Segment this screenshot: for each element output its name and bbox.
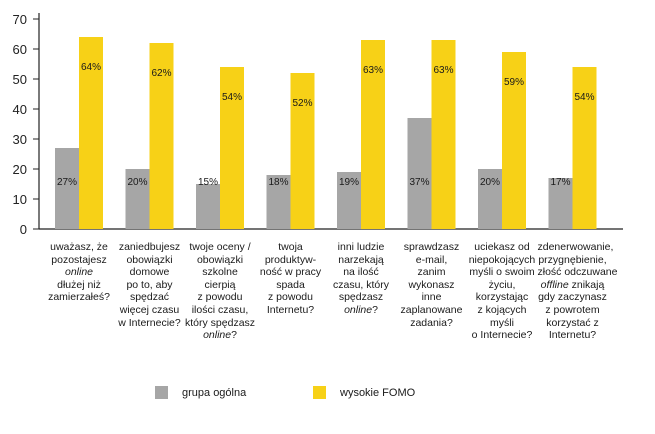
bar-wysokie-fomo-1 [79, 37, 103, 229]
y-tick-label-0: 0 [20, 222, 27, 237]
bar-wysokie-fomo-6 [431, 40, 456, 229]
data-label-grupa-ogolna-1: 27% [57, 177, 77, 188]
y-tick-label-70: 70 [13, 12, 27, 27]
bar-grupa-ogolna-2 [125, 169, 150, 229]
y-tick-label-10: 10 [13, 192, 27, 207]
bar-grupa-ogolna-4 [266, 175, 291, 229]
category-label-8: zdenerwowanie, przygnębienie, złość odczuw… [537, 241, 618, 342]
y-tick-label-40: 40 [13, 102, 27, 117]
y-tick-label-60: 60 [13, 42, 27, 57]
data-label-grupa-ogolna-4: 18% [268, 177, 288, 188]
legend-label-grupa-ogolna: grupa ogólna [182, 386, 247, 399]
data-label-grupa-ogolna-6: 37% [409, 177, 429, 188]
category-label-2: zaniedbujesz obowiązki domowe po to, aby spę… [118, 241, 181, 329]
y-tick-label-30: 30 [13, 132, 27, 147]
bar-grupa-ogolna-7 [478, 169, 502, 229]
data-label-grupa-ogolna-5: 19% [339, 177, 359, 188]
y-tick-label-50: 50 [13, 72, 27, 87]
bar-wysokie-fomo-5 [361, 40, 385, 229]
category-label-4: twoja produktyw-ność w pracy spada z powodu… [259, 241, 322, 316]
legend-label-wysokie-fomo: wysokie FOMO [340, 386, 416, 399]
legend-item-grupa-ogolna: grupa ogólna [155, 386, 246, 399]
bar-grupa-ogolna-5 [337, 172, 361, 229]
data-label-wysokie-fomo-4: 52% [292, 98, 312, 109]
category-label-3: twoje oceny / obowiązki szkolne cierpią z po… [185, 241, 256, 342]
bar-grupa-ogolna-3 [196, 184, 220, 229]
bar-wysokie-fomo-7 [502, 52, 526, 229]
data-label-grupa-ogolna-7: 20% [480, 177, 500, 188]
category-label-5: inni ludzie narzekają na ilość czasu, który… [332, 241, 390, 316]
data-label-grupa-ogolna-8: 17% [550, 177, 570, 188]
bar-grupa-ogolna-1 [55, 148, 79, 229]
data-label-wysokie-fomo-3: 54% [222, 92, 242, 103]
bar-grupa-ogolna-8 [548, 178, 573, 229]
bar-grupa-ogolna-6 [407, 118, 432, 229]
data-label-wysokie-fomo-7: 59% [504, 77, 524, 88]
legend-swatch-wysokie-fomo [313, 386, 326, 399]
bar-wysokie-fomo-4 [290, 73, 315, 229]
data-label-wysokie-fomo-8: 54% [574, 92, 594, 103]
bar-wysokie-fomo-8 [572, 67, 597, 229]
data-label-wysokie-fomo-2: 62% [151, 68, 171, 79]
category-label-1: uważasz, że pozostajesz online dłużej niż za… [48, 241, 110, 304]
category-label-6: sprawdzasz e-mail, zanim wykonasz inne zaplan… [400, 241, 463, 329]
legend-swatch-grupa-ogolna [155, 386, 168, 399]
data-label-wysokie-fomo-5: 63% [363, 65, 383, 76]
bar-wysokie-fomo-2 [149, 43, 174, 229]
y-tick-label-20: 20 [13, 162, 27, 177]
data-label-grupa-ogolna-2: 20% [127, 177, 147, 188]
category-label-7: uciekasz od niepokojących myśli o swoim życ… [468, 241, 536, 342]
bar-wysokie-fomo-3 [220, 67, 244, 229]
bar-chart: 0 10 20 30 40 50 60 70 27% 20% 15% 18% 19% 37% 20% 17% 6… [13, 12, 623, 237]
legend-item-wysokie-fomo: wysokie FOMO [313, 386, 415, 399]
data-label-wysokie-fomo-6: 63% [433, 65, 453, 76]
data-label-wysokie-fomo-1: 64% [81, 62, 101, 73]
data-label-grupa-ogolna-3: 15% [198, 177, 218, 188]
